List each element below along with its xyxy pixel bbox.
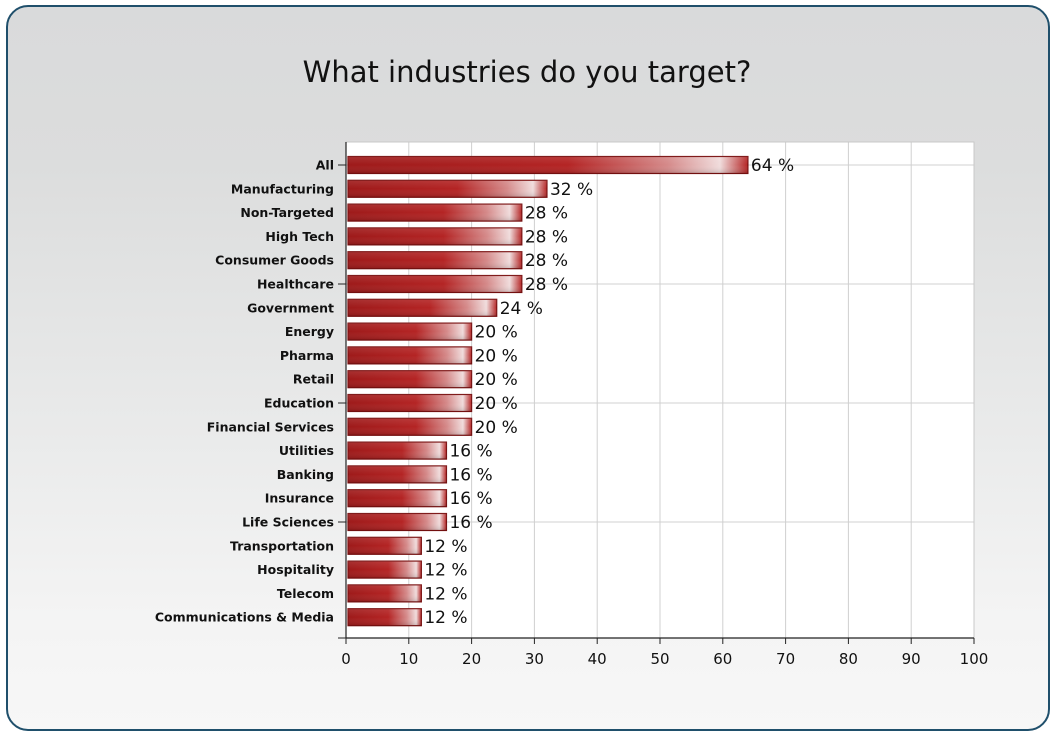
bar-shade <box>348 370 472 388</box>
bar-shade <box>348 608 422 626</box>
category-label: Education <box>264 396 334 411</box>
bar-shade <box>348 418 472 436</box>
x-tick-label: 70 <box>776 650 795 668</box>
category-label: Hospitality <box>257 562 334 577</box>
axes: 0 10 20 30 40 50 60 70 80 90 100 All Manufacturing No… <box>155 142 988 668</box>
bar-shade <box>348 275 522 293</box>
value-label: 12 % <box>424 537 467 557</box>
value-label: 16 % <box>449 489 492 509</box>
value-label: 28 % <box>525 204 568 224</box>
value-label: 20 % <box>475 394 518 414</box>
x-tick-label: 20 <box>462 650 481 668</box>
category-label: Manufacturing <box>231 181 334 196</box>
value-label: 16 % <box>449 465 492 485</box>
category-label: All <box>316 158 334 173</box>
value-label: 28 % <box>525 227 568 247</box>
category-label: Energy <box>285 324 334 339</box>
category-label: Pharma <box>280 348 334 363</box>
value-label: 12 % <box>424 584 467 604</box>
value-label: 16 % <box>449 442 492 462</box>
category-label: Consumer Goods <box>215 253 334 268</box>
x-tick-label: 30 <box>525 650 544 668</box>
category-label: Utilities <box>279 443 334 458</box>
x-tick-label: 80 <box>839 650 858 668</box>
bar-shade <box>348 584 422 602</box>
x-tick-label: 0 <box>341 650 351 668</box>
value-label: 28 % <box>525 251 568 271</box>
value-label: 20 % <box>475 323 518 343</box>
value-label: 12 % <box>424 608 467 628</box>
category-label: Government <box>247 300 334 315</box>
category-label: High Tech <box>265 229 334 244</box>
category-label: Financial Services <box>207 419 334 434</box>
category-label: Life Sciences <box>242 515 334 530</box>
value-label: 12 % <box>424 561 467 581</box>
category-label: Banking <box>277 467 334 482</box>
category-label: Healthcare <box>257 277 334 292</box>
x-tick-label: 50 <box>650 650 669 668</box>
bar-shade <box>348 489 447 507</box>
value-label: 24 % <box>500 299 543 319</box>
category-label: Communications & Media <box>155 610 334 625</box>
bar-shade <box>348 561 422 579</box>
bar-shade <box>348 204 522 222</box>
value-label: 16 % <box>449 513 492 533</box>
x-tick-label: 100 <box>960 650 989 668</box>
bar-shade <box>348 537 422 555</box>
value-label: 20 % <box>475 370 518 390</box>
bars: 64 % 32 % 28 % 28 % 28 % 28 % 24 % 20 % 20 % 20 %… <box>347 155 794 628</box>
bar-shade <box>348 513 447 531</box>
category-label: Transportation <box>230 538 334 553</box>
value-label: 32 % <box>550 180 593 200</box>
x-tick-label: 40 <box>588 650 607 668</box>
bar-shade <box>348 394 472 412</box>
bar-shade <box>348 346 472 364</box>
bar-shade <box>348 227 522 245</box>
category-label: Insurance <box>265 491 334 506</box>
bar-shade <box>348 180 547 198</box>
x-tick-label: 60 <box>713 650 732 668</box>
value-label: 20 % <box>475 346 518 366</box>
bar-shade <box>348 251 522 269</box>
bar-shade <box>348 442 447 460</box>
value-label: 64 % <box>751 156 794 176</box>
bar-shade <box>348 465 447 483</box>
bar-shade <box>348 323 472 341</box>
bar-shade <box>348 156 748 174</box>
x-tick-label: 90 <box>902 650 921 668</box>
x-tick-label: 10 <box>399 650 418 668</box>
bar-shade <box>348 299 497 317</box>
category-label: Telecom <box>277 586 334 601</box>
category-label: Retail <box>293 372 334 387</box>
category-label: Non-Targeted <box>240 205 334 220</box>
value-label: 28 % <box>525 275 568 295</box>
value-label: 20 % <box>475 418 518 438</box>
chart-title: What industries do you target? <box>302 55 752 89</box>
